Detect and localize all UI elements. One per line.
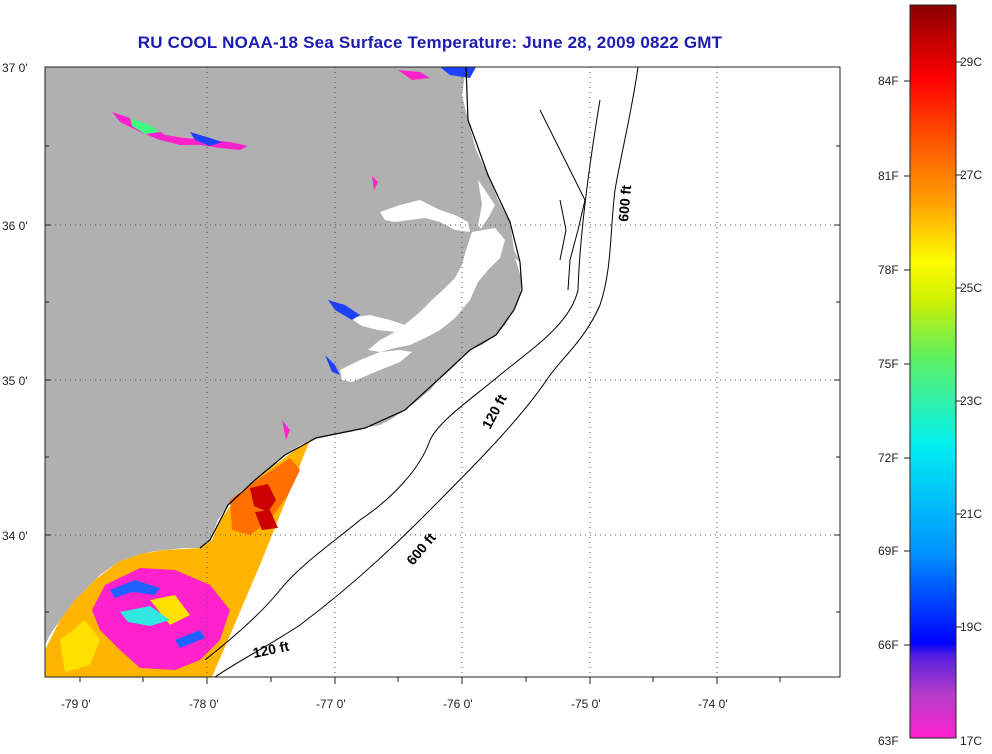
colorbar-ticks	[904, 61, 962, 646]
cbar-c-27: 27C	[960, 168, 982, 182]
colorbar	[909, 4, 957, 739]
cbar-c-23: 23C	[960, 394, 982, 408]
cbar-c-25: 25C	[960, 281, 982, 295]
depth-label-600-north: 600 ft	[615, 184, 634, 222]
outer-banks-detail	[539, 109, 586, 291]
cbar-c-17: 17C	[960, 734, 982, 748]
lat-label-36: 36 0'	[2, 219, 28, 233]
neuse-river	[340, 350, 412, 382]
cbar-f-84: 84F	[878, 74, 899, 88]
lon-label-76: -76 0'	[443, 697, 473, 711]
cbar-f-75: 75F	[878, 357, 899, 371]
cbar-f-72: 72F	[878, 451, 899, 465]
frame-ticks	[45, 66, 840, 684]
lon-label-79: -79 0'	[61, 697, 91, 711]
sst-blue-streak	[110, 580, 205, 648]
lat-label-35: 35 0'	[2, 374, 28, 388]
depth-label-120-south: 120 ft	[251, 638, 290, 661]
cbar-f-78: 78F	[878, 263, 899, 277]
albemarle-sound	[380, 200, 470, 232]
cbar-c-29: 29C	[960, 55, 982, 69]
contour-600ft-south	[214, 377, 549, 677]
contour-600ft-north	[547, 67, 639, 379]
cbar-f-69: 69F	[878, 544, 899, 558]
sst-hot-spot	[250, 484, 278, 530]
cbar-f-81: 81F	[878, 169, 899, 183]
graticule	[45, 67, 840, 677]
lon-label-78: -78 0'	[189, 697, 219, 711]
pamlico-river	[350, 315, 405, 332]
sst-yellow-patch	[60, 595, 190, 672]
sst-cyan-streak	[120, 606, 170, 626]
cbar-f-63: 63F	[878, 734, 899, 748]
lat-label-34: 34 0'	[2, 529, 28, 543]
map-title: RU COOL NOAA-18 Sea Surface Temperature:…	[137, 33, 723, 52]
lon-label-75: -75 0'	[571, 697, 601, 711]
lon-label-74: -74 0'	[698, 697, 728, 711]
inland-fragment-2	[130, 118, 160, 134]
cbar-c-19: 19C	[960, 620, 982, 634]
coastline	[199, 67, 523, 549]
pamlico-sound	[368, 228, 505, 352]
plot-frame	[44, 66, 841, 678]
cbar-c-21: 21C	[960, 507, 982, 521]
lon-label-77: -77 0'	[316, 697, 346, 711]
contour-120ft	[204, 99, 601, 661]
cbar-f-66: 66F	[878, 638, 899, 652]
lat-label-37: 37 0'	[2, 61, 28, 75]
